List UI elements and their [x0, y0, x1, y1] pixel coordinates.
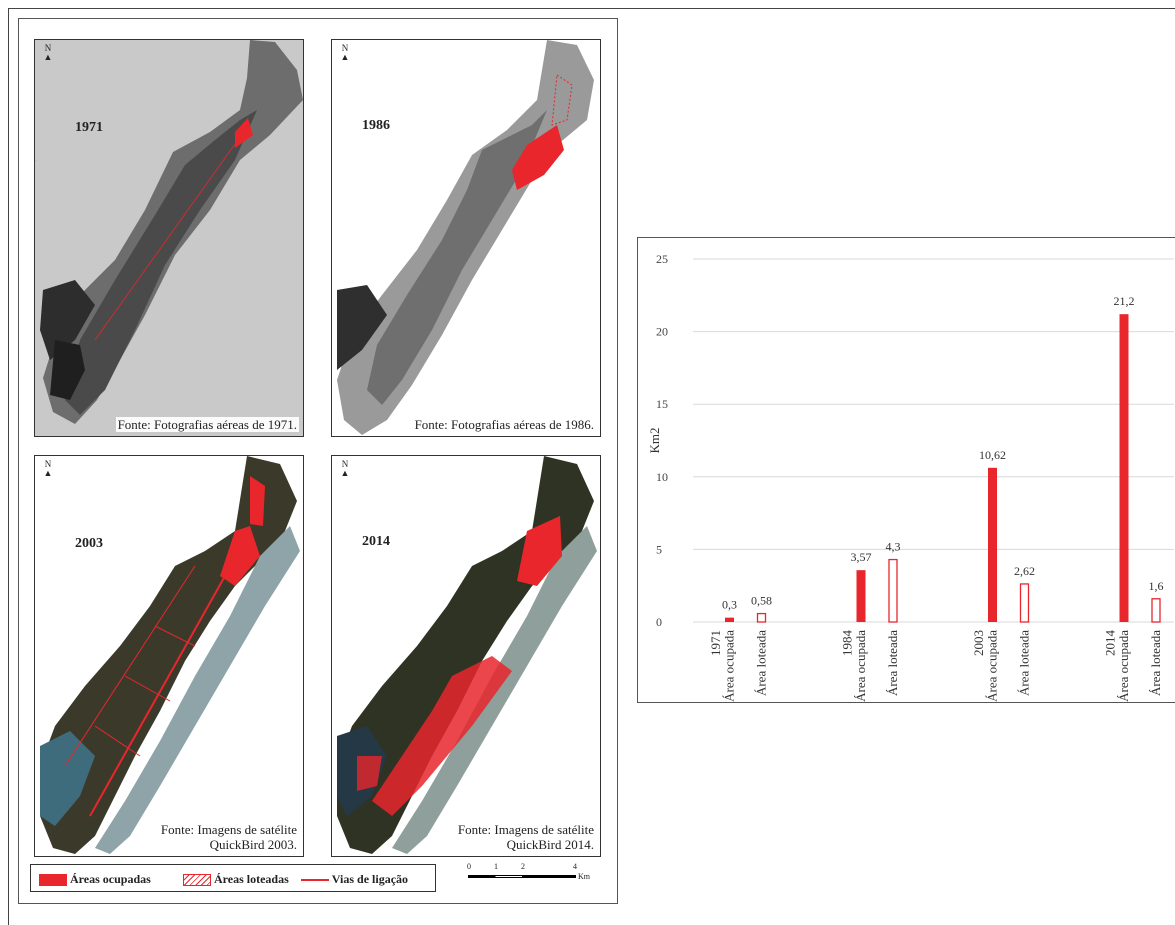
- category-bar-label: Área loteada: [1148, 630, 1163, 696]
- y-tick-label: 10: [656, 470, 668, 484]
- y-tick-label: 0: [656, 615, 662, 629]
- data-label: 4,3: [886, 540, 901, 554]
- y-tick-label: 25: [656, 252, 668, 266]
- scale-tick-label: 4: [573, 862, 577, 871]
- map-year-label: 1986: [362, 118, 390, 133]
- data-label: 21,2: [1114, 294, 1135, 308]
- satellite-image-2014: [337, 456, 597, 854]
- category-bar-label: Área ocupada: [722, 630, 737, 702]
- map-source-text: Fonte: Fotografias aéreas de 1986.: [412, 417, 596, 432]
- bar-area-loteada: [756, 612, 767, 623]
- aerial-photo-1971: [40, 40, 303, 424]
- bar-area-ocupada: [988, 467, 997, 622]
- north-arrow-icon: N ▲: [340, 459, 350, 478]
- north-arrow-icon: N ▲: [43, 43, 53, 62]
- bar-area-loteada: [1151, 598, 1161, 623]
- scale-tick-label: 1: [494, 862, 498, 871]
- y-tick-label: 15: [656, 397, 668, 411]
- data-label: 0,3: [722, 598, 737, 612]
- scale-bar-graphic: [468, 875, 576, 878]
- bar-chart: 0 5 10 15 20 25 Km2 1971 0,3 Área ocupada 0,58 Área…: [647, 252, 1174, 702]
- north-arrow-icon: N ▲: [43, 459, 53, 478]
- legend-swatch-line: [301, 879, 329, 882]
- map-source-text: Fonte: Fotografias aéreas de 1971.: [115, 417, 299, 432]
- y-tick-label: 5: [656, 542, 662, 556]
- category-year-label: 1971: [708, 630, 723, 656]
- map-panel-2003: N ▲ 2003 Fonte: Imagens de satélite QuickB…: [34, 455, 304, 857]
- bar-area-ocupada: [856, 570, 866, 622]
- bar-area-ocupada: [725, 617, 734, 622]
- y-axis-label: Km2: [647, 428, 662, 454]
- map-panel-2014: N ▲ 2014 Fonte: Imagens de satélite QuickB…: [331, 455, 601, 857]
- category-year-label: 2014: [1103, 630, 1118, 657]
- legend-label-roads: Vias de ligação: [331, 872, 409, 886]
- north-arrow-icon: N ▲: [340, 43, 350, 62]
- map-source-text: Fonte: Imagens de satélite QuickBird 2003…: [158, 822, 299, 852]
- data-label: 1,6: [1149, 579, 1164, 593]
- legend-label-allotted: Áreas loteadas: [214, 872, 289, 886]
- data-label: 2,62: [1014, 564, 1035, 578]
- map-composite: N ▲ 1971 · Fonte: Fotografias aéreas de 1…: [18, 18, 618, 904]
- map-panel-1971: N ▲ 1971 · Fonte: Fotografias aéreas de 1…: [34, 39, 304, 437]
- satellite-image-2003: [40, 456, 300, 854]
- scale-tick-label: 0: [467, 862, 471, 871]
- map-year-label: 1971: [75, 120, 103, 135]
- map-source-text: Fonte: Imagens de satélite QuickBird 2014…: [455, 822, 596, 852]
- category-bar-label: Área loteada: [1017, 630, 1032, 696]
- legend-label-occupied: Áreas ocupadas: [70, 872, 151, 886]
- chart-frame: 0 5 10 15 20 25 Km2 1971 0,3 Área ocupada 0,58 Área…: [637, 237, 1175, 703]
- y-tick-label: 20: [656, 325, 668, 339]
- category-bar-label: Área ocupada: [985, 630, 1000, 702]
- map-year-label: 2014: [362, 534, 390, 549]
- legend-roads: Vias de ligação: [301, 872, 408, 886]
- legend-allotted: Áreas loteadas: [183, 872, 289, 887]
- category-bar-label: Área ocupada: [853, 630, 868, 702]
- legend-swatch-filled: [39, 874, 67, 887]
- category-bar-label: Área loteada: [885, 630, 900, 696]
- category-year-label: 1984: [840, 630, 855, 657]
- bar-area-loteada: [1019, 583, 1030, 623]
- scale-bar: 0 1 2 4 Km: [463, 862, 603, 892]
- data-label: 3,57: [851, 550, 872, 564]
- data-label: 10,62: [979, 448, 1006, 462]
- coordinate-tick: ·: [36, 158, 38, 163]
- data-label: 0,58: [751, 594, 772, 608]
- scale-unit: Km: [578, 872, 590, 881]
- scale-tick-label: 2: [521, 862, 525, 871]
- category-year-label: 2003: [971, 630, 986, 656]
- legend-occupied: Áreas ocupadas: [39, 872, 151, 887]
- category-bar-label: Área loteada: [754, 630, 769, 696]
- map-year-label: 2003: [75, 536, 103, 551]
- figure-frame: [8, 8, 1175, 925]
- map-panel-1986: N ▲ 1986 Fonte: Fotografias aéreas de 198…: [331, 39, 601, 437]
- legend-swatch-hatched: [183, 874, 211, 887]
- bar-area-ocupada: [1119, 314, 1129, 622]
- bar-area-loteada: [888, 558, 898, 623]
- aerial-photo-1986: [337, 40, 594, 435]
- category-bar-label: Área ocupada: [1116, 630, 1131, 702]
- map-legend: Áreas ocupadas Áreas loteadas Vias de li…: [30, 864, 436, 892]
